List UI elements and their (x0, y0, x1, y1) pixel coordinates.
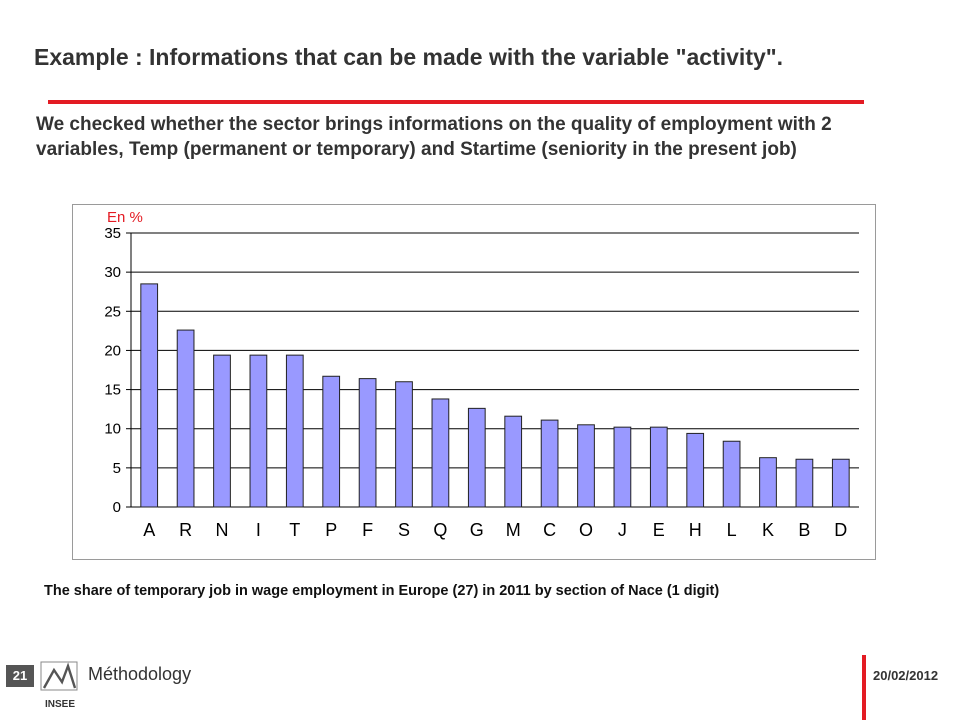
x-tick-label: R (179, 520, 192, 540)
x-tick-label: L (727, 520, 737, 540)
y-tick-label: 35 (104, 225, 121, 242)
x-tick-label: F (362, 520, 373, 540)
y-tick-label: 30 (104, 264, 121, 281)
bar (395, 381, 413, 508)
bar (176, 329, 195, 508)
page-number-badge: 21 (6, 665, 34, 687)
y-tick-label: 5 (113, 460, 121, 477)
x-tick-label: M (506, 520, 521, 540)
bar (249, 354, 268, 508)
x-tick-label: K (762, 520, 774, 540)
x-tick-label: O (579, 520, 593, 540)
x-tick-label: E (653, 520, 665, 540)
x-tick-label: T (289, 520, 300, 540)
insee-logo: INSEE (40, 661, 78, 710)
bar (285, 354, 304, 508)
footer-date: 20/02/2012 (873, 668, 939, 683)
x-tick-label: P (325, 520, 337, 540)
x-tick-label: G (470, 520, 484, 540)
intro-text: We checked whether the sector brings inf… (36, 114, 832, 160)
bar (213, 354, 231, 508)
y-tick-label: 15 (104, 382, 121, 399)
y-tick-label: 20 (104, 342, 121, 359)
bar (722, 440, 741, 508)
x-tick-label: C (543, 520, 556, 540)
x-tick-label: A (143, 520, 155, 540)
x-tick-label: D (834, 520, 847, 540)
x-tick-label: B (798, 520, 810, 540)
bar (649, 426, 668, 508)
y-tick-label: 0 (113, 499, 121, 516)
bar (504, 415, 523, 508)
x-tick-label: I (256, 520, 261, 540)
x-tick-label: N (216, 520, 229, 540)
slide-title: Example : Informations that can be made … (34, 44, 784, 70)
chart-caption: The share of temporary job in wage emplo… (44, 583, 720, 599)
footer-red-bar (862, 655, 866, 720)
bar (686, 432, 705, 508)
bar (577, 424, 595, 508)
section-label: Méthodology (88, 664, 192, 684)
y-tick-label: 10 (104, 421, 121, 438)
bar (540, 419, 559, 508)
x-tick-label: H (689, 520, 702, 540)
y-tick-label: 25 (104, 303, 121, 320)
bar (467, 407, 486, 508)
title-underline (48, 100, 864, 104)
bar (431, 398, 450, 508)
bar (795, 458, 814, 508)
x-tick-label: Q (433, 520, 447, 540)
bar (322, 375, 341, 508)
svg-text:INSEE: INSEE (45, 699, 75, 710)
bar (759, 457, 777, 508)
chart-frame: 0 5 10 15 20 25 30 35 En % A R N I T P F S Q G M C O J E H L K B D (72, 204, 876, 560)
bar (831, 458, 850, 508)
x-tick-label: S (398, 520, 410, 540)
bar (613, 426, 632, 508)
x-tick-label: J (618, 520, 627, 540)
y-axis-label: En % (107, 209, 143, 226)
bar (358, 378, 377, 508)
bar (140, 283, 159, 508)
